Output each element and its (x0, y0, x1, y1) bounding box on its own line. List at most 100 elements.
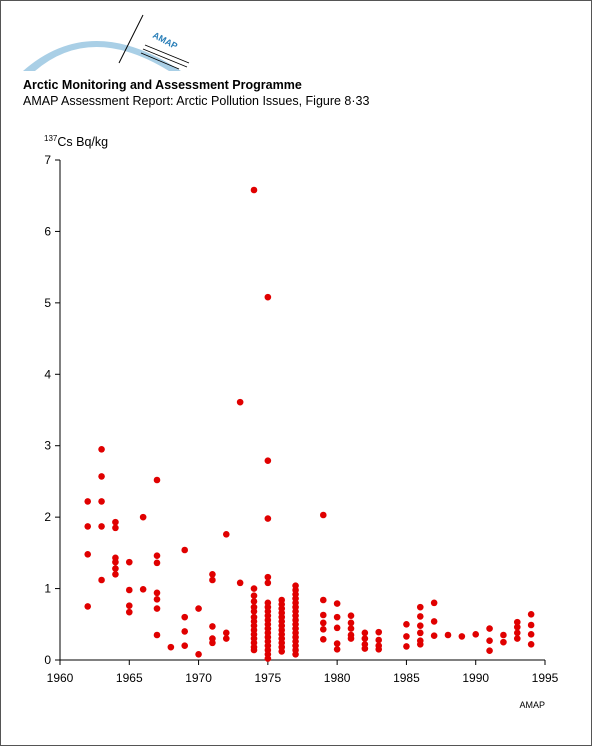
y-axis-label-superscript: 137 (44, 134, 58, 143)
data-point (181, 628, 189, 635)
data-point (125, 558, 133, 566)
data-point (333, 600, 341, 607)
data-point (500, 631, 507, 639)
data-point (416, 603, 424, 611)
data-point (250, 598, 258, 605)
data-point (333, 640, 341, 647)
data-point (361, 629, 369, 637)
x-tick-label: 1985 (393, 671, 420, 685)
data-point (112, 558, 119, 566)
data-point (250, 646, 258, 654)
x-tick-label: 1970 (185, 671, 212, 685)
data-point (375, 628, 383, 636)
data-point (84, 498, 92, 505)
data-point (513, 623, 521, 631)
data-point (333, 624, 341, 632)
data-point (430, 618, 438, 625)
data-point (167, 643, 175, 651)
data-point (222, 635, 230, 642)
data-point (125, 586, 133, 594)
data-point (278, 648, 286, 655)
y-tick-label: 5 (44, 296, 51, 310)
data-point (333, 613, 341, 621)
y-ticks: 0 1 2 3 4 5 6 7 (44, 153, 60, 667)
x-tick-label: 1975 (255, 671, 282, 685)
data-points (84, 186, 535, 662)
data-point (430, 599, 438, 607)
x-ticks: 1960 1965 1970 1975 1980 1985 1990 1995 (47, 660, 559, 685)
data-point (527, 630, 535, 638)
amap-logo: AMAP (23, 14, 190, 71)
data-point (250, 186, 258, 194)
y-axis-label: 137Cs Bq/kg (44, 134, 108, 149)
data-point (486, 625, 493, 632)
y-tick-label: 0 (44, 653, 51, 667)
data-point (375, 645, 383, 653)
data-point (236, 398, 244, 406)
x-tick-label: 1965 (116, 671, 143, 685)
data-point (361, 645, 369, 652)
data-point (84, 523, 92, 530)
data-point (112, 518, 119, 526)
data-point (264, 579, 272, 587)
data-point (125, 608, 133, 616)
data-point (209, 570, 216, 578)
data-point (458, 633, 466, 640)
data-point (264, 573, 272, 581)
x-tick-label: 1980 (324, 671, 351, 685)
y-tick-label: 4 (44, 367, 51, 381)
data-point (319, 635, 327, 643)
data-point (319, 611, 327, 619)
y-tick-label: 6 (44, 224, 51, 238)
figure-subtitle: AMAP Assessment Report: Arctic Pollution… (23, 94, 370, 108)
data-point (347, 635, 355, 642)
data-point (139, 585, 147, 593)
data-point (513, 618, 521, 626)
data-point (319, 619, 327, 627)
data-point (98, 523, 105, 530)
data-point (112, 565, 119, 572)
data-point (513, 629, 521, 637)
data-point (361, 635, 369, 642)
data-point (444, 631, 452, 639)
data-point (250, 585, 258, 592)
data-point (153, 476, 161, 484)
data-point (153, 589, 161, 597)
data-point (527, 610, 535, 618)
data-point (84, 603, 92, 610)
logo-slash (118, 14, 144, 64)
y-tick-label: 1 (44, 582, 51, 596)
data-point (139, 513, 147, 521)
data-point (264, 457, 272, 465)
data-point (209, 576, 216, 584)
y-tick-label: 2 (44, 510, 51, 524)
data-point (500, 638, 507, 646)
data-point (486, 647, 493, 655)
data-point (347, 619, 355, 627)
data-point (98, 473, 105, 480)
data-point (181, 613, 189, 621)
data-point (319, 511, 327, 519)
data-point (472, 630, 480, 638)
data-point (264, 293, 272, 301)
data-point (416, 640, 424, 648)
data-point (375, 636, 383, 644)
data-point (319, 625, 327, 633)
data-point (195, 605, 202, 612)
data-point (486, 637, 493, 645)
data-point (181, 546, 189, 554)
org-title: Arctic Monitoring and Assessment Program… (23, 78, 302, 92)
data-point (416, 613, 424, 620)
data-point (403, 633, 410, 640)
data-point (181, 642, 189, 650)
data-point (347, 625, 355, 632)
data-point (112, 570, 119, 578)
data-point (333, 645, 341, 653)
data-point (264, 655, 272, 662)
x-tick-label: 1990 (462, 671, 489, 685)
data-point (430, 632, 438, 640)
data-point (527, 640, 535, 648)
data-point (513, 635, 521, 642)
data-point (222, 629, 230, 637)
y-tick-label: 3 (44, 439, 51, 453)
